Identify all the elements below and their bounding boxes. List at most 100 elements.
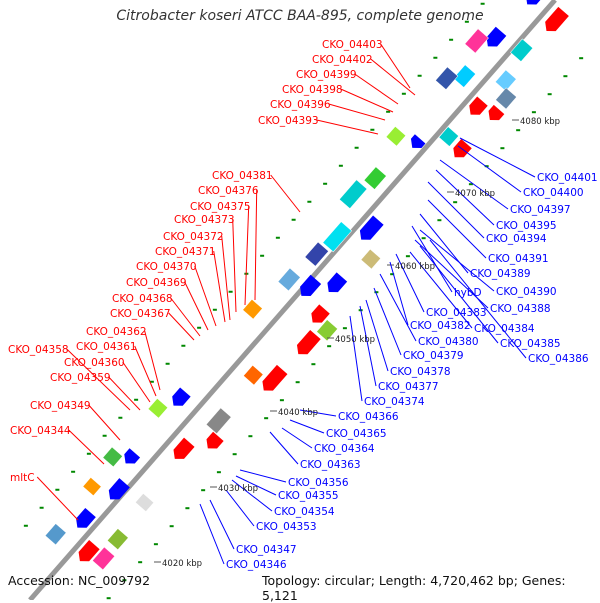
gene-box xyxy=(339,179,368,209)
gene-arrow xyxy=(545,6,569,32)
kbp-label: 4030 kbp xyxy=(218,484,258,494)
gene-feature xyxy=(304,241,329,267)
gene-feature xyxy=(134,493,155,512)
gene-label-forward: CKO_04402 xyxy=(312,54,373,66)
gene-label-reverse: CKO_04379 xyxy=(403,350,464,362)
backbone-line xyxy=(28,0,557,600)
gene-arrow xyxy=(262,364,288,391)
gene-feature xyxy=(82,477,102,497)
leader-line-forward xyxy=(221,235,231,321)
gene-label-reverse: CKO_04347 xyxy=(236,544,297,556)
gene-feature xyxy=(410,134,426,149)
kbp-label: 4070 kbp xyxy=(455,189,495,199)
gene-feature xyxy=(469,96,488,115)
gene-label-forward: CKO_04362 xyxy=(86,326,147,338)
gene-label-reverse: hybD xyxy=(454,287,482,299)
gene-feature xyxy=(339,179,368,209)
leader-line-reverse xyxy=(419,229,495,292)
map-title: Citrobacter koseri ATCC BAA-895, complet… xyxy=(116,8,484,24)
gene-feature xyxy=(173,437,195,459)
leader-line-reverse xyxy=(427,181,485,239)
gene-label-reverse: CKO_04400 xyxy=(523,187,584,199)
gene-box xyxy=(494,69,517,92)
gene-label-forward: CKO_04403 xyxy=(322,39,383,51)
leader-line-forward xyxy=(370,58,416,96)
gene-feature xyxy=(44,523,67,546)
gene-arrow xyxy=(296,329,321,355)
gene-label-reverse: CKO_04364 xyxy=(314,443,375,455)
gene-box xyxy=(435,66,459,90)
gene-label-forward: mltC xyxy=(10,472,35,484)
gene-feature xyxy=(76,507,96,528)
gene-feature xyxy=(452,64,477,88)
gene-label-reverse: CKO_04401 xyxy=(537,172,598,184)
gene-label-forward: CKO_04371 xyxy=(155,246,216,258)
leader-line-reverse xyxy=(235,475,277,496)
leader-line-reverse xyxy=(419,245,499,344)
leader-line-reverse xyxy=(379,273,417,342)
leader-line-reverse xyxy=(457,145,522,193)
gene-label-reverse: CKO_04384 xyxy=(474,323,535,335)
gene-box xyxy=(452,64,477,88)
leader-line-reverse xyxy=(199,503,225,565)
gene-arrow xyxy=(78,540,100,562)
gene-label-forward: CKO_04369 xyxy=(126,277,187,289)
accession-text: Accession: NC_009792 xyxy=(8,573,151,588)
gene-arrow xyxy=(300,274,322,297)
gene-feature xyxy=(205,407,232,435)
gene-feature xyxy=(510,38,534,63)
gene-feature xyxy=(92,546,116,571)
leader-line-reverse xyxy=(411,225,453,293)
gene-label-reverse: CKO_04389 xyxy=(470,268,531,280)
kbp-label: 4040 kbp xyxy=(278,408,318,418)
gene-box xyxy=(385,126,407,147)
leader-line-reverse xyxy=(281,427,313,449)
gene-label-reverse: CKO_04374 xyxy=(364,396,425,408)
leader-line-reverse xyxy=(373,287,402,356)
gene-label-forward: CKO_04358 xyxy=(8,344,69,356)
leader-line-forward xyxy=(213,250,226,323)
gene-label-forward: CKO_04344 xyxy=(10,425,71,437)
gene-label-forward: CKO_04372 xyxy=(163,231,224,243)
gene-box xyxy=(134,493,155,512)
leader-line-forward xyxy=(168,312,195,341)
gene-box xyxy=(464,28,489,54)
gene-label-reverse: CKO_04382 xyxy=(410,320,471,332)
gene-feature xyxy=(495,87,517,110)
leader-line-forward xyxy=(380,43,411,89)
gene-label-forward: CKO_04375 xyxy=(190,201,251,213)
kbp-label: 4060 kbp xyxy=(395,262,435,272)
gene-label-reverse: CKO_04353 xyxy=(256,521,317,533)
leader-line-forward xyxy=(254,189,258,301)
gene-feature xyxy=(102,446,123,468)
gene-label-forward: CKO_04399 xyxy=(296,69,357,81)
gene-label-reverse: CKO_04356 xyxy=(288,477,349,489)
gene-box xyxy=(322,221,353,253)
gene-feature xyxy=(363,166,387,190)
leader-line-forward xyxy=(244,205,250,306)
gene-arrow xyxy=(173,437,195,459)
leader-line-forward xyxy=(122,361,151,403)
gene-arrow xyxy=(327,272,348,293)
gene-arrow xyxy=(410,134,426,149)
gene-label-forward: CKO_04349 xyxy=(30,400,91,412)
gene-feature xyxy=(78,540,100,562)
gene-arrow xyxy=(469,96,488,115)
gene-label-reverse: CKO_04354 xyxy=(274,506,335,518)
gene-arrow xyxy=(124,448,141,464)
gene-feature xyxy=(360,248,382,270)
gene-feature xyxy=(435,66,459,90)
gene-box xyxy=(106,528,129,551)
gene-arrow xyxy=(76,507,96,528)
gene-label-reverse: CKO_04366 xyxy=(338,411,399,423)
leader-line-reverse xyxy=(429,239,527,359)
gene-label-reverse: CKO_04380 xyxy=(418,336,479,348)
gene-box xyxy=(360,248,382,270)
gene-label-reverse: CKO_04386 xyxy=(528,353,589,365)
leader-line-reverse xyxy=(439,159,509,210)
gene-label-reverse: CKO_04377 xyxy=(378,381,439,393)
gene-box xyxy=(147,398,169,419)
gene-box xyxy=(205,407,232,435)
